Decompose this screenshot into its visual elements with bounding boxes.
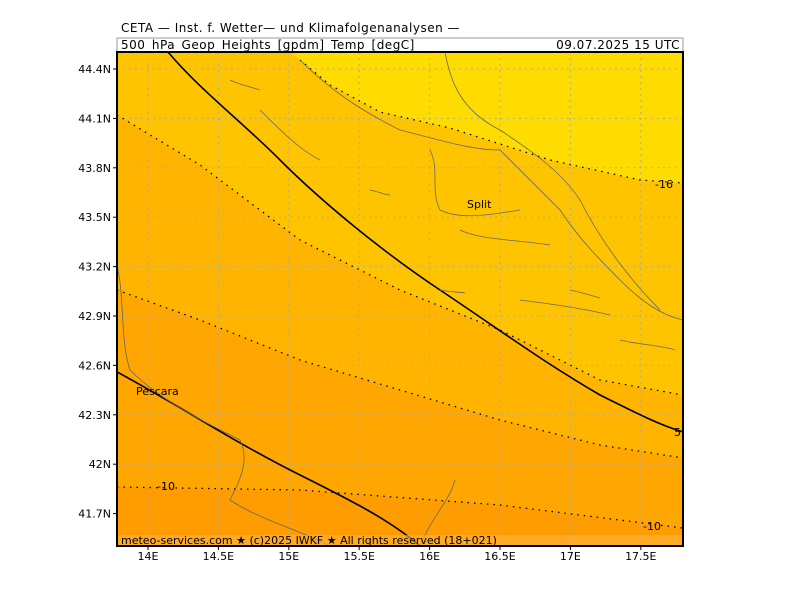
x-tick-label: 16.5E <box>484 550 515 563</box>
contour-label: -10 <box>643 520 661 533</box>
header-time: 09.07.2025 15 UTC <box>556 38 680 52</box>
map-area: meteo-services.com ★ (c)2025 IWKF ★ All … <box>117 52 683 547</box>
header-title: CETA — Inst. f. Wetter— und Klimafolgena… <box>121 21 460 35</box>
height-contours <box>117 52 683 546</box>
footer: meteo-services.com ★ (c)2025 IWKF ★ All … <box>121 534 497 547</box>
temp-contours <box>117 59 683 529</box>
contour-label: -10 <box>157 480 175 493</box>
grid <box>117 52 683 546</box>
y-tick-label: 41.7N <box>78 508 111 521</box>
y-tick-label: 42.3N <box>78 409 111 422</box>
axis-labels: 14E 14.5E 15E 15.5E 16E 16.5E 17E 17.5E 44.4N 44.… <box>78 63 656 563</box>
y-tick-label: 42.6N <box>78 359 111 372</box>
place-label: Pescara <box>136 385 179 398</box>
x-tick-label: 15.5E <box>343 550 374 563</box>
x-tick-label: 16E <box>419 550 440 563</box>
y-tick-label: 42N <box>89 458 111 471</box>
y-tick-label: 43.5N <box>78 211 111 224</box>
header-subtitle: 500_hPa_Geop_Heights_[gpdm]_Temp_[degC] <box>121 38 415 52</box>
x-tick-label: 17.5E <box>625 550 656 563</box>
map-frame <box>116 51 684 547</box>
y-tick-label: 43.2N <box>78 261 111 274</box>
footer-band <box>117 535 683 546</box>
x-tick-label: 14E <box>138 550 159 563</box>
y-tick-label: 44.1N <box>78 112 111 125</box>
x-tick-label: 15E <box>278 550 299 563</box>
y-tick-label: 44.4N <box>78 63 111 76</box>
x-tick-label: 17E <box>560 550 581 563</box>
contour-label: 5 <box>674 426 681 439</box>
place-label: Split <box>467 198 492 211</box>
x-tick-label: 14.5E <box>203 550 234 563</box>
y-tick-label: 42.9N <box>78 310 111 323</box>
contour-label: -16 <box>655 178 673 191</box>
y-tick-label: 43.8N <box>78 162 111 175</box>
band <box>290 52 683 183</box>
